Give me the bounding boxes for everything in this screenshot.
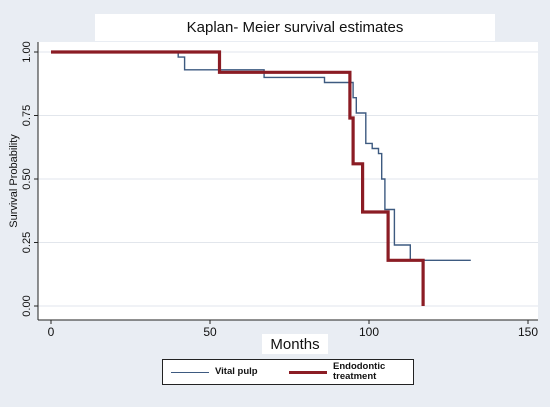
x-axis-label-box: Months [262,334,328,354]
legend-item-vital-pulp: Vital pulp [171,360,281,384]
legend-label-vital-pulp: Vital pulp [215,366,258,377]
x-tick-label-2: 100 [359,325,379,339]
series-line-0 [51,51,471,261]
series-line-1 [51,50,425,306]
legend-swatch-vital-pulp [171,372,209,373]
legend: Vital pulp Endodontic treatment [162,359,414,385]
legend-swatch-endodontic [289,371,327,374]
chart-title-box: Kaplan- Meier survival estimates [95,14,495,41]
x-axis-label: Months [270,335,320,353]
chart-title: Kaplan- Meier survival estimates [186,19,404,36]
y-tick-label-1: 0.25 [21,232,33,253]
legend-label-endodontic: Endodontic treatment [333,361,386,382]
plot-area [38,42,538,320]
y-tick-label-3: 0.75 [21,105,33,126]
y-axis-label: Survival Probability [8,134,20,228]
y-tick-label-4: 1.00 [21,41,33,62]
x-tick-label-3: 150 [518,325,538,339]
legend-item-endodontic: Endodontic treatment [289,360,411,384]
y-tick-label-2: 0.50 [21,168,33,189]
y-tick-label-0: 0.00 [21,295,33,316]
x-tick-label-1: 50 [203,325,217,339]
x-tick-label-0: 0 [48,325,55,339]
